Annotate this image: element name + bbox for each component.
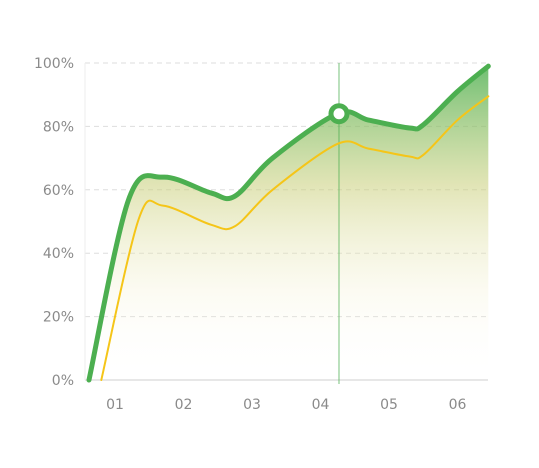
y-tick-label: 100% <box>34 56 74 72</box>
x-tick-label: 05 <box>380 397 398 413</box>
series-2-line <box>100 95 490 381</box>
highlight-point-marker <box>328 103 350 125</box>
x-tick-label: 04 <box>312 397 330 413</box>
y-axis-ticks: 0% 20% 40% 60% 80% 100% <box>34 56 74 389</box>
x-tick-label: 01 <box>106 397 124 413</box>
y-tick-label: 0% <box>52 373 74 389</box>
highlight-marker-layer <box>328 103 350 125</box>
y-tick-label: 40% <box>43 246 74 262</box>
x-tick-label: 06 <box>449 397 467 413</box>
x-tick-label: 02 <box>175 397 193 413</box>
series-1-area <box>88 66 489 381</box>
x-axis-ticks: 01 02 03 04 05 06 <box>106 397 466 413</box>
area-fill-layer <box>88 66 489 381</box>
y-tick-label: 20% <box>43 310 74 326</box>
x-axis <box>84 63 488 381</box>
series-1-line <box>86 63 491 383</box>
y-tick-label: 80% <box>43 119 74 135</box>
series-lines <box>86 63 491 383</box>
y-tick-label: 60% <box>43 183 74 199</box>
x-tick-label: 03 <box>243 397 261 413</box>
